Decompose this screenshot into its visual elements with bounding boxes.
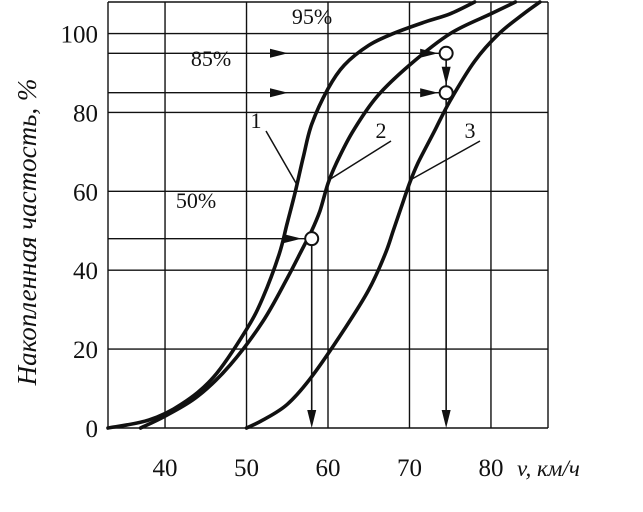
drop-arrow-50 xyxy=(307,410,317,428)
y-tick-100: 100 xyxy=(61,22,99,49)
y-tick-20: 20 xyxy=(73,337,98,364)
grid xyxy=(107,1,549,429)
annotation-label-50: 50% xyxy=(176,188,216,213)
curve-label-leader-2 xyxy=(329,140,392,181)
y-tick-80: 80 xyxy=(73,100,98,127)
annotation-arrow-85 xyxy=(270,88,288,98)
annotation-arrow-95 xyxy=(270,48,288,58)
x-tick-80: 80 xyxy=(478,455,503,482)
x-tick-70: 70 xyxy=(397,455,422,482)
x-tick-50: 50 xyxy=(234,455,259,482)
tick-labels: 40 50 60 70 80 0 20 40 60 80 100 xyxy=(61,22,504,482)
x-tick-40: 40 xyxy=(153,455,178,482)
curves xyxy=(106,0,542,430)
drop-arrow-85 xyxy=(441,410,451,428)
drop-arrow-95 xyxy=(441,66,451,85)
marker-95 xyxy=(438,45,454,61)
x-axis-label: v, км/ч xyxy=(517,456,580,481)
y-tick-60: 60 xyxy=(73,179,98,206)
y-tick-40: 40 xyxy=(73,258,98,285)
curve-label-3: 3 xyxy=(465,118,476,143)
marker-50 xyxy=(304,231,320,247)
annotation-label-95: 95% xyxy=(292,4,332,29)
annotation-arrow-end-95 xyxy=(420,48,439,58)
x-tick-60: 60 xyxy=(316,455,341,482)
curve-labels: 1 2 3 xyxy=(251,108,481,184)
annotation-arrow-end-85 xyxy=(420,88,439,98)
curve-label-2: 2 xyxy=(376,118,387,143)
curve-3 xyxy=(244,0,542,430)
curve-label-leader-1 xyxy=(265,130,297,184)
annotation-label-85: 85% xyxy=(191,46,231,71)
curve-label-leader-3 xyxy=(410,140,481,181)
annotation-arrow-50 xyxy=(283,234,302,244)
curve-1 xyxy=(106,0,477,430)
y-axis-label: Накопленная частость, % xyxy=(12,79,42,387)
y-tick-0: 0 xyxy=(86,416,99,443)
marker-85 xyxy=(438,85,454,101)
annotations: 95% 85% 50% xyxy=(108,4,454,428)
curve-label-1: 1 xyxy=(251,108,262,133)
